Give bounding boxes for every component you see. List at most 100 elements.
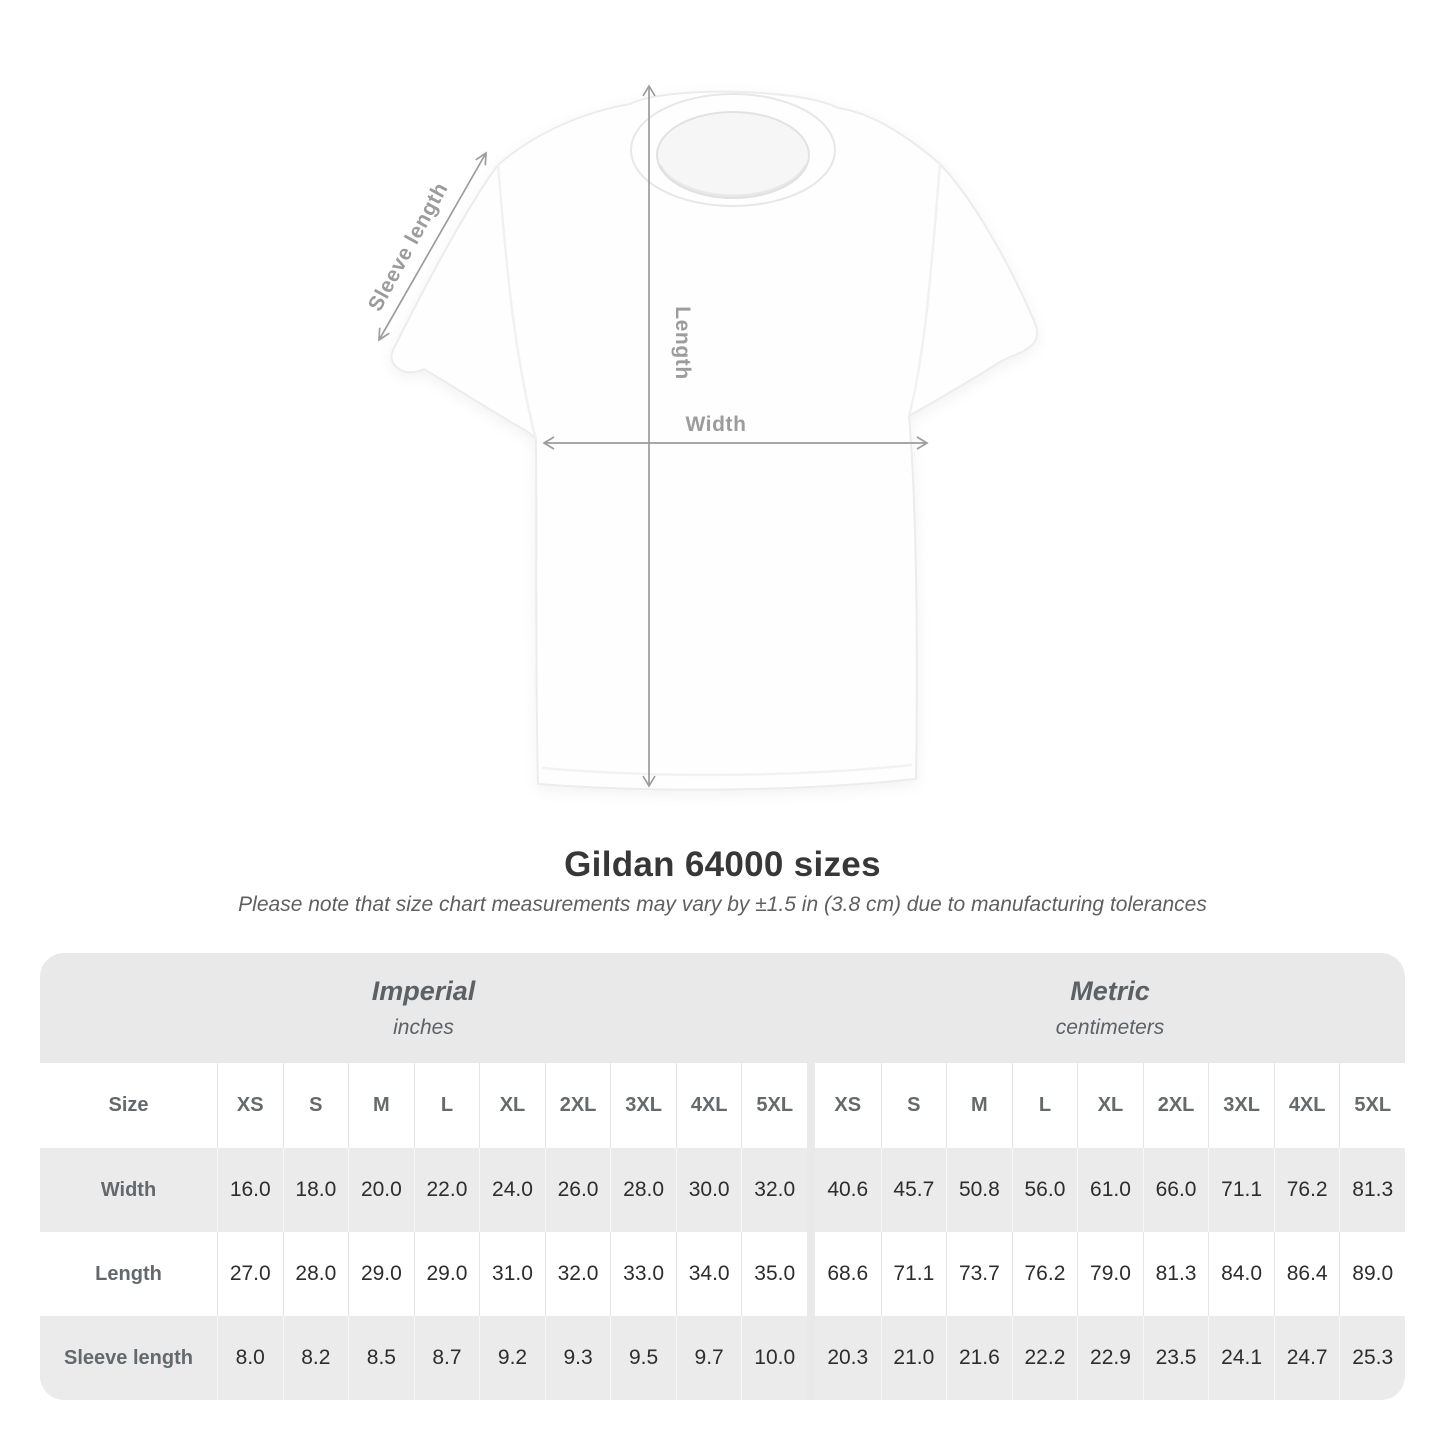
metric-unit: centimeters — [1055, 1016, 1165, 1039]
cell-metric-sleeve-length-5xl: 25.3 — [1339, 1316, 1405, 1400]
cell-metric-length-3xl: 84.0 — [1208, 1232, 1274, 1316]
cell-metric-sleeve-length-m: 21.6 — [946, 1316, 1012, 1400]
width-label: Width — [685, 413, 746, 436]
length-label: Length — [671, 306, 694, 380]
tshirt-measurement-diagram: Sleeve length Length Width — [364, 84, 1039, 791]
cell-metric-width-m: 50.8 — [946, 1148, 1012, 1232]
tshirt-body — [390, 90, 1039, 791]
cell-metric-length-4xl: 86.4 — [1273, 1232, 1340, 1316]
metric-label: Metric — [1070, 976, 1150, 1006]
size-col-imperial-l: L — [413, 1063, 480, 1148]
tolerance-note: Please note that size chart measurements… — [238, 893, 1207, 916]
size-col-metric-l: L — [1011, 1063, 1078, 1148]
sleeve-length-arrow — [378, 151, 487, 342]
cell-imperial-length-5xl: 35.0 — [741, 1232, 807, 1316]
tshirt-left-sleeve-seam — [496, 164, 538, 441]
measurement-annotations — [378, 84, 929, 788]
cell-imperial-length-xs: 27.0 — [217, 1232, 283, 1316]
cell-metric-length-xl: 79.0 — [1077, 1232, 1143, 1316]
cell-imperial-width-5xl: 32.0 — [741, 1148, 807, 1232]
size-col-imperial-2xl: 2XL — [544, 1063, 611, 1148]
row-label-length: Length — [40, 1232, 217, 1316]
cell-metric-width-xs: 40.6 — [815, 1148, 881, 1232]
imperial-unit: inches — [393, 1016, 454, 1039]
size-col-metric-3xl: 3XL — [1208, 1063, 1274, 1148]
size-header-cell: Size — [40, 1063, 217, 1148]
row-label-sleeve-length: Sleeve length — [40, 1316, 217, 1400]
size-col-imperial-m: M — [348, 1063, 414, 1148]
cell-imperial-sleeve-length-m: 8.5 — [348, 1316, 414, 1400]
cell-metric-length-m: 73.7 — [946, 1232, 1012, 1316]
section-divider — [807, 1232, 815, 1316]
cell-imperial-sleeve-length-3xl: 9.5 — [610, 1316, 676, 1400]
cell-imperial-sleeve-length-s: 8.2 — [282, 1316, 349, 1400]
cell-imperial-length-2xl: 32.0 — [544, 1232, 611, 1316]
page-title: Gildan 64000 sizes — [564, 845, 881, 884]
size-col-imperial-s: S — [282, 1063, 349, 1148]
cell-imperial-sleeve-length-xl: 9.2 — [479, 1316, 545, 1400]
cell-metric-length-l: 76.2 — [1011, 1232, 1078, 1316]
cell-metric-sleeve-length-3xl: 24.1 — [1208, 1316, 1274, 1400]
section-divider — [807, 953, 815, 1063]
size-col-metric-s: S — [880, 1063, 947, 1148]
cell-imperial-width-xs: 16.0 — [217, 1148, 283, 1232]
cell-metric-sleeve-length-4xl: 24.7 — [1273, 1316, 1340, 1400]
cell-imperial-sleeve-length-2xl: 9.3 — [544, 1316, 611, 1400]
cell-imperial-width-2xl: 26.0 — [544, 1148, 611, 1232]
section-divider — [807, 1063, 815, 1148]
size-col-imperial-4xl: 4XL — [675, 1063, 742, 1148]
size-col-metric-5xl: 5XL — [1339, 1063, 1405, 1148]
cell-imperial-length-4xl: 34.0 — [675, 1232, 742, 1316]
size-col-imperial-5xl: 5XL — [741, 1063, 807, 1148]
cell-imperial-sleeve-length-xs: 8.0 — [217, 1316, 283, 1400]
cell-imperial-width-xl: 24.0 — [479, 1148, 545, 1232]
cell-metric-width-xl: 61.0 — [1077, 1148, 1143, 1232]
cell-imperial-length-xl: 31.0 — [479, 1232, 545, 1316]
cell-metric-sleeve-length-2xl: 23.5 — [1142, 1316, 1209, 1400]
size-col-metric-xl: XL — [1077, 1063, 1143, 1148]
cell-metric-length-2xl: 81.3 — [1142, 1232, 1209, 1316]
width-arrow — [542, 436, 929, 450]
tshirt-collar-opening — [656, 111, 810, 199]
cell-metric-length-xs: 68.6 — [815, 1232, 881, 1316]
metric-section-header: Metric centimeters — [815, 953, 1405, 1063]
cell-metric-sleeve-length-s: 21.0 — [880, 1316, 947, 1400]
length-arrow — [642, 84, 656, 788]
imperial-label: Imperial — [371, 976, 476, 1006]
tshirt-hem-stitch — [541, 763, 913, 777]
size-col-imperial-3xl: 3XL — [610, 1063, 676, 1148]
cell-imperial-length-m: 29.0 — [348, 1232, 414, 1316]
imperial-section-header: Imperial inches — [40, 953, 807, 1063]
cell-imperial-width-l: 22.0 — [413, 1148, 480, 1232]
size-col-metric-4xl: 4XL — [1273, 1063, 1340, 1148]
cell-metric-sleeve-length-xs: 20.3 — [815, 1316, 881, 1400]
section-divider — [807, 1316, 815, 1400]
cell-metric-width-l: 56.0 — [1011, 1148, 1078, 1232]
size-col-imperial-xs: XS — [217, 1063, 283, 1148]
cell-imperial-sleeve-length-l: 8.7 — [413, 1316, 480, 1400]
tshirt-collar-shadow — [658, 164, 808, 198]
cell-metric-sleeve-length-xl: 22.9 — [1077, 1316, 1143, 1400]
cell-imperial-width-4xl: 30.0 — [675, 1148, 742, 1232]
size-col-imperial-xl: XL — [479, 1063, 545, 1148]
cell-imperial-length-s: 28.0 — [282, 1232, 349, 1316]
size-col-metric-2xl: 2XL — [1142, 1063, 1209, 1148]
cell-imperial-sleeve-length-4xl: 9.7 — [675, 1316, 742, 1400]
cell-metric-width-5xl: 81.3 — [1339, 1148, 1405, 1232]
cell-metric-width-4xl: 76.2 — [1273, 1148, 1340, 1232]
tshirt-illustration — [390, 90, 1039, 791]
cell-imperial-length-3xl: 33.0 — [610, 1232, 676, 1316]
cell-imperial-sleeve-length-5xl: 10.0 — [741, 1316, 807, 1400]
cell-metric-length-5xl: 89.0 — [1339, 1232, 1405, 1316]
cell-imperial-length-l: 29.0 — [413, 1232, 480, 1316]
size-col-metric-xs: XS — [815, 1063, 881, 1148]
size-col-metric-m: M — [946, 1063, 1012, 1148]
cell-metric-width-3xl: 71.1 — [1208, 1148, 1274, 1232]
cell-imperial-width-s: 18.0 — [282, 1148, 349, 1232]
cell-imperial-width-m: 20.0 — [348, 1148, 414, 1232]
cell-imperial-width-3xl: 28.0 — [610, 1148, 676, 1232]
cell-metric-sleeve-length-l: 22.2 — [1011, 1316, 1078, 1400]
cell-metric-width-s: 45.7 — [880, 1148, 947, 1232]
section-divider — [807, 1148, 815, 1232]
tshirt-right-sleeve-seam — [907, 163, 942, 417]
